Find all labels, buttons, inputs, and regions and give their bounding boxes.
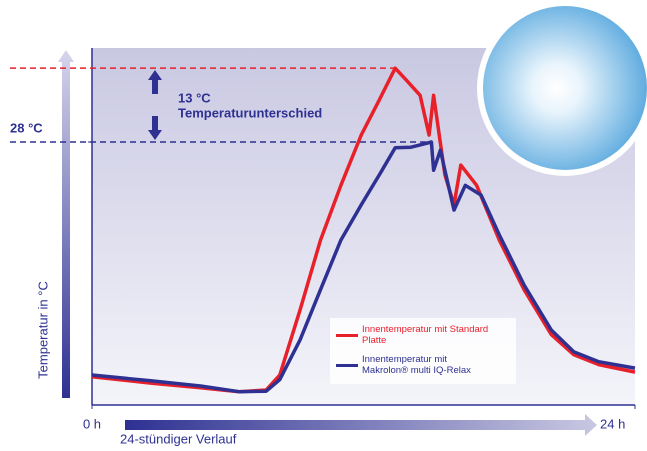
legend-swatch (336, 334, 358, 337)
legend-label: Innentemperatur mit Standard Platte (362, 324, 492, 346)
legend-label: Innentemperatur mit Makrolon® multi IQ-R… (362, 354, 492, 376)
legend: Innentemperatur mit Standard Platte Innen… (330, 318, 516, 384)
annotation-text: Temperaturunterschied (178, 105, 322, 120)
x-axis-title: 24-stündiger Verlauf (120, 431, 237, 446)
sun-image (483, 6, 647, 170)
y-axis-title: Temperatur in °C (35, 281, 50, 379)
chart: 13 °C Temperaturunterschied Temperatur i… (0, 0, 647, 451)
y-arrow (58, 50, 74, 398)
legend-swatch (336, 364, 358, 367)
y-tick-label: 28 °C (10, 120, 43, 135)
x-tick-label: 0 h (83, 416, 101, 431)
page: 13 °C Temperaturunterschied Temperatur i… (0, 0, 647, 451)
x-tick-label: 24 h (600, 416, 625, 431)
annotation-value: 13 °C (178, 90, 211, 105)
